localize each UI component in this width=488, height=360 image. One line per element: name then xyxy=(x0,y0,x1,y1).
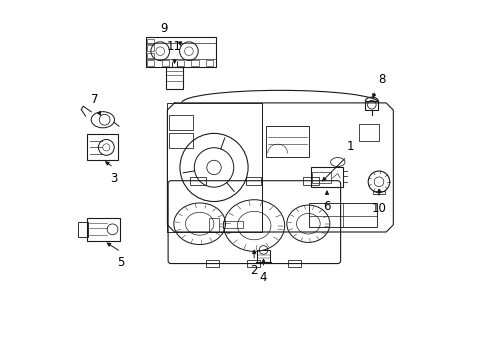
Bar xyxy=(147,39,154,44)
Bar xyxy=(223,221,242,228)
Bar xyxy=(205,260,218,267)
Text: 10: 10 xyxy=(371,202,386,215)
Bar xyxy=(169,134,192,148)
Bar xyxy=(191,60,198,66)
Bar xyxy=(165,67,183,89)
Bar xyxy=(147,60,154,66)
Text: 4: 4 xyxy=(259,271,267,284)
Bar xyxy=(303,177,318,185)
Text: 6: 6 xyxy=(323,201,330,213)
Bar xyxy=(147,53,154,58)
Bar xyxy=(265,126,308,157)
Bar xyxy=(310,167,343,187)
Bar xyxy=(206,60,213,66)
Bar xyxy=(372,191,384,194)
Bar xyxy=(246,260,260,267)
Text: 5: 5 xyxy=(117,256,124,269)
Bar xyxy=(162,60,168,66)
Bar xyxy=(257,250,269,262)
Bar xyxy=(78,222,88,237)
Text: 2: 2 xyxy=(250,264,257,277)
Bar xyxy=(359,125,378,140)
Bar xyxy=(169,116,192,130)
Text: 8: 8 xyxy=(377,73,385,86)
Bar xyxy=(287,260,301,267)
Text: 3: 3 xyxy=(110,172,117,185)
Bar xyxy=(365,101,378,110)
Bar xyxy=(312,172,330,183)
Bar xyxy=(190,177,205,185)
Text: 1: 1 xyxy=(346,140,353,153)
Text: 7: 7 xyxy=(91,93,98,106)
Bar xyxy=(147,45,154,50)
Bar xyxy=(87,134,118,160)
Bar xyxy=(176,60,183,66)
Text: 9: 9 xyxy=(160,22,167,35)
Bar xyxy=(145,37,215,67)
Bar xyxy=(87,218,120,241)
Bar xyxy=(308,203,376,226)
Bar xyxy=(245,177,261,185)
Text: 11: 11 xyxy=(167,40,182,53)
